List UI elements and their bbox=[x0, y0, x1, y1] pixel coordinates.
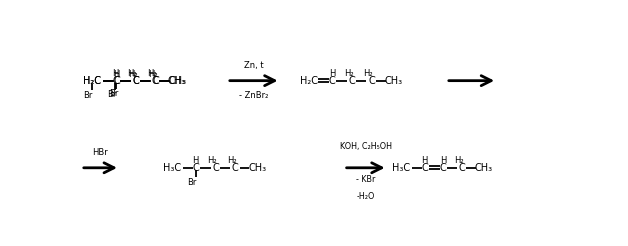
Text: H₂: H₂ bbox=[227, 156, 237, 165]
Text: H₂: H₂ bbox=[127, 69, 137, 78]
Text: H: H bbox=[113, 70, 120, 78]
Text: C: C bbox=[368, 76, 375, 86]
Text: Br: Br bbox=[109, 90, 119, 98]
Text: H₃C: H₃C bbox=[392, 163, 410, 173]
Text: H: H bbox=[193, 156, 199, 165]
Text: C: C bbox=[458, 163, 465, 173]
Text: CH₃: CH₃ bbox=[168, 76, 187, 86]
Text: C: C bbox=[212, 163, 219, 173]
Text: H: H bbox=[421, 156, 428, 165]
Text: C: C bbox=[151, 76, 158, 86]
Text: - ZnBr₂: - ZnBr₂ bbox=[239, 91, 268, 100]
Text: C: C bbox=[192, 163, 199, 173]
Text: KOH, C₂H₅OH: KOH, C₂H₅OH bbox=[340, 142, 392, 152]
Text: Br: Br bbox=[187, 178, 197, 186]
Text: H₃C: H₃C bbox=[163, 163, 181, 173]
Text: -H₂O: -H₂O bbox=[357, 192, 375, 201]
Text: C: C bbox=[113, 76, 120, 86]
Text: C: C bbox=[328, 76, 335, 86]
Text: C: C bbox=[440, 163, 447, 173]
Text: CH₃: CH₃ bbox=[475, 163, 493, 173]
Text: HBr: HBr bbox=[92, 148, 108, 157]
Text: Br: Br bbox=[107, 90, 116, 99]
Text: H₂: H₂ bbox=[207, 156, 217, 165]
Text: C: C bbox=[132, 76, 139, 86]
Text: CH₃: CH₃ bbox=[168, 76, 186, 86]
Text: CH₃: CH₃ bbox=[384, 76, 403, 86]
Text: H: H bbox=[112, 69, 119, 78]
Text: H₂C: H₂C bbox=[300, 76, 318, 86]
Text: Br: Br bbox=[84, 91, 93, 100]
Text: C: C bbox=[349, 76, 355, 86]
Text: - KBr: - KBr bbox=[356, 175, 376, 184]
Text: C: C bbox=[133, 76, 139, 86]
Text: C: C bbox=[152, 76, 159, 86]
Text: Zn, t: Zn, t bbox=[244, 61, 264, 70]
Text: C: C bbox=[112, 76, 119, 86]
Text: CH₃: CH₃ bbox=[248, 163, 266, 173]
Text: C: C bbox=[421, 163, 428, 173]
Text: H₂C: H₂C bbox=[83, 76, 101, 86]
Text: C: C bbox=[232, 163, 239, 173]
Text: H₂: H₂ bbox=[148, 70, 157, 78]
Text: H₂C: H₂C bbox=[83, 76, 101, 86]
Text: H₂: H₂ bbox=[147, 69, 156, 78]
Text: H₂: H₂ bbox=[128, 70, 138, 78]
Text: H: H bbox=[440, 156, 447, 165]
Text: H₂: H₂ bbox=[363, 69, 373, 78]
Text: H₂: H₂ bbox=[344, 69, 354, 78]
Text: H₂: H₂ bbox=[454, 156, 464, 165]
Text: H: H bbox=[329, 69, 335, 78]
